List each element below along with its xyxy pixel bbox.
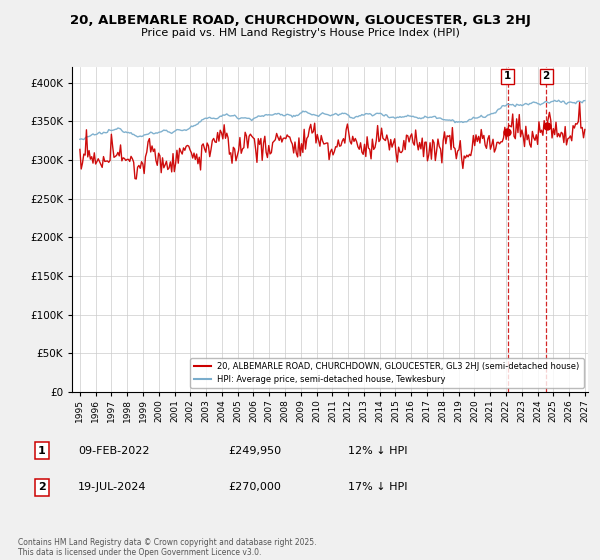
Text: 12% ↓ HPI: 12% ↓ HPI xyxy=(348,446,407,456)
Text: Contains HM Land Registry data © Crown copyright and database right 2025.
This d: Contains HM Land Registry data © Crown c… xyxy=(18,538,317,557)
Text: 2: 2 xyxy=(38,482,46,492)
Text: 2: 2 xyxy=(542,72,550,82)
Text: Price paid vs. HM Land Registry's House Price Index (HPI): Price paid vs. HM Land Registry's House … xyxy=(140,28,460,38)
Text: 09-FEB-2022: 09-FEB-2022 xyxy=(78,446,149,456)
Text: £270,000: £270,000 xyxy=(228,482,281,492)
Text: 1: 1 xyxy=(504,72,511,82)
Text: 19-JUL-2024: 19-JUL-2024 xyxy=(78,482,146,492)
Text: 17% ↓ HPI: 17% ↓ HPI xyxy=(348,482,407,492)
Text: 1: 1 xyxy=(38,446,46,456)
Text: £249,950: £249,950 xyxy=(228,446,281,456)
Legend: 20, ALBEMARLE ROAD, CHURCHDOWN, GLOUCESTER, GL3 2HJ (semi-detached house), HPI: : 20, ALBEMARLE ROAD, CHURCHDOWN, GLOUCEST… xyxy=(190,358,584,388)
Text: 20, ALBEMARLE ROAD, CHURCHDOWN, GLOUCESTER, GL3 2HJ: 20, ALBEMARLE ROAD, CHURCHDOWN, GLOUCEST… xyxy=(70,14,530,27)
